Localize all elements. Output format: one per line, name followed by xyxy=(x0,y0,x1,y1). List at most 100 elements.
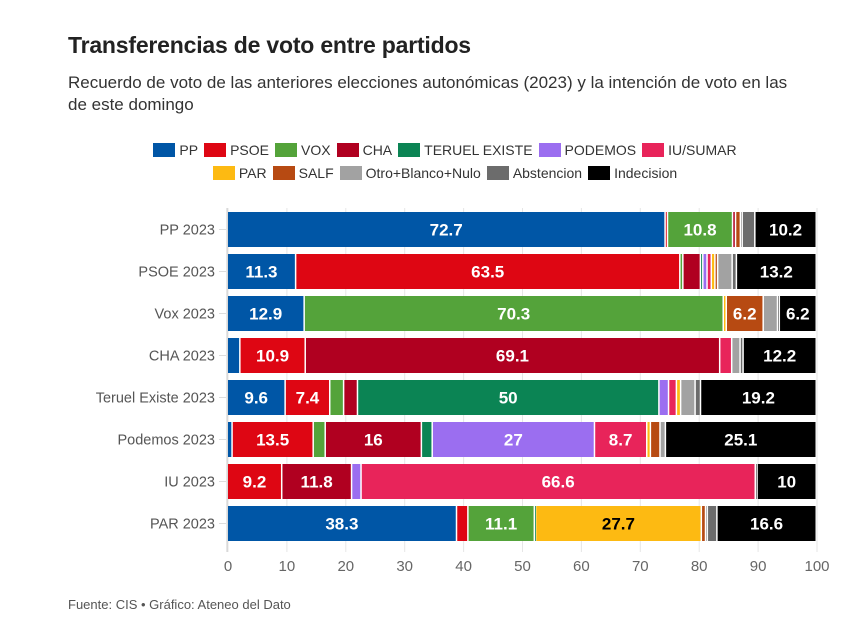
data-label: 70.3 xyxy=(497,305,530,324)
data-label: 8.7 xyxy=(609,431,633,450)
legend-item-psoe: PSOE xyxy=(204,139,269,162)
bar-segment-podemos xyxy=(659,380,668,415)
data-label: 27 xyxy=(504,431,523,450)
data-label: 9.6 xyxy=(244,389,268,408)
legend-label: Abstencion xyxy=(512,165,583,181)
bar-segment-par xyxy=(712,254,715,289)
legend-swatch xyxy=(538,143,561,157)
bar-segment-iu-sumar xyxy=(595,422,647,457)
bar-segment-teruel-existe xyxy=(701,254,703,289)
bar-segment-otro-blanco-nulo xyxy=(681,380,695,415)
bar-segment-podemos xyxy=(432,422,594,457)
x-tick-label: 80 xyxy=(691,558,708,575)
legend-label: IU/SUMAR xyxy=(668,142,737,158)
chart-subtitle: Recuerdo de voto de las anteriores elecc… xyxy=(68,73,788,114)
bar-segment-abstencion xyxy=(732,254,736,289)
bar-segment-salf xyxy=(736,212,740,247)
data-label: 63.5 xyxy=(471,263,504,282)
bar-segment-iu-sumar xyxy=(707,254,711,289)
bar-segment-par xyxy=(647,422,650,457)
bar-segment-pp xyxy=(228,254,295,289)
x-tick-label: 20 xyxy=(337,558,354,575)
bar-segment-abstencion xyxy=(695,380,700,415)
bar-segment-otro-blanco-nulo xyxy=(718,254,732,289)
x-tick-label: 40 xyxy=(455,558,472,575)
legend-swatch xyxy=(642,143,665,157)
legend-label: PSOE xyxy=(230,142,269,158)
bar-segment-teruel-existe xyxy=(422,422,432,457)
x-tick-label: 60 xyxy=(573,558,590,575)
bar-segment-cha xyxy=(325,422,421,457)
legend-swatch xyxy=(272,166,295,180)
bar-segment-podemos xyxy=(703,254,707,289)
bar-segment-psoe xyxy=(285,380,329,415)
legend-swatch xyxy=(204,143,227,157)
y-category-label: PAR 2023 xyxy=(150,517,215,533)
legend-label: CHA xyxy=(362,142,393,158)
bar-segment-salf xyxy=(715,254,717,289)
bar-segment-indecision xyxy=(701,380,816,415)
bar-segment-abstencion xyxy=(756,464,757,499)
bar-segment-par xyxy=(536,506,701,541)
y-category-label: CHA 2023 xyxy=(149,349,215,365)
bar-segment-indecision xyxy=(666,422,816,457)
bar-segment-indecision xyxy=(717,506,816,541)
x-tick-label: 10 xyxy=(279,558,296,575)
legend-item-cha: CHA xyxy=(336,139,393,162)
legend-swatch xyxy=(588,166,611,180)
bar-segment-teruel-existe xyxy=(358,380,659,415)
bar-segment-abstencion xyxy=(742,212,755,247)
data-label: 9.2 xyxy=(243,473,267,492)
legend-item-pp: PP xyxy=(153,139,198,162)
data-label: 6.2 xyxy=(786,305,810,324)
legend-swatch xyxy=(398,143,421,157)
legend-item-podemos: PODEMOS xyxy=(538,139,636,162)
legend-swatch xyxy=(275,143,297,157)
data-label: 50 xyxy=(499,389,518,408)
x-tick-label: 90 xyxy=(750,558,767,575)
legend-swatch xyxy=(339,166,362,180)
y-axis: PP 2023 PSOE 2023 Vox 2023 CHA 2023 Teruel E… xyxy=(96,208,228,552)
y-category-label: Vox 2023 xyxy=(155,307,215,323)
bar-segment-pp xyxy=(228,422,232,457)
data-label: 16 xyxy=(364,431,383,450)
bar-segment-cha xyxy=(683,254,700,289)
x-tick-label: 50 xyxy=(514,558,531,575)
bar-segment-teruel-existe xyxy=(535,506,536,541)
legend-item-abstencion: Abstencion xyxy=(486,162,583,185)
data-label: 11.3 xyxy=(245,263,277,282)
bar-segment-vox xyxy=(668,212,732,247)
data-label: 7.4 xyxy=(296,389,320,408)
bar-segment-iu-sumar xyxy=(361,464,755,499)
legend-label: Indecision xyxy=(614,165,678,181)
data-label: 10.8 xyxy=(683,221,716,240)
data-label: 69.1 xyxy=(496,347,529,366)
data-label: 38.3 xyxy=(325,515,358,534)
bar-segment-vox xyxy=(680,254,683,289)
bar-segment-indecision xyxy=(757,464,816,499)
bar-segment-indecision xyxy=(737,254,816,289)
data-label: 12.2 xyxy=(763,347,796,366)
bar-segment-psoe xyxy=(665,212,667,247)
y-category-label: IU 2023 xyxy=(164,475,215,491)
data-label: 16.6 xyxy=(750,515,783,534)
data-label: 6.2 xyxy=(733,305,757,324)
bar-segment-salf xyxy=(702,506,705,541)
data-labels: 72.7 10.8 10.2 11.3 63.5 13.2 12.9 70.3 6.2 6.2 10… xyxy=(243,221,810,534)
bar-segment-vox xyxy=(304,296,723,331)
bar-segment-salf xyxy=(726,296,763,331)
bar-segment-otro-blanco-nulo xyxy=(732,338,740,373)
data-label: 66.6 xyxy=(542,473,575,492)
legend-label: TERUEL EXISTE xyxy=(424,142,533,158)
data-label: 10.2 xyxy=(769,221,802,240)
data-label: 72.7 xyxy=(430,221,463,240)
bar-segment-psoe xyxy=(296,254,680,289)
data-label: 13.5 xyxy=(256,431,289,450)
legend-label: SALF xyxy=(298,165,334,181)
data-label: 25.1 xyxy=(724,431,757,450)
bar-segment-indecision xyxy=(755,212,816,247)
bar-segment-psoe xyxy=(457,506,468,541)
bar-segment-cha xyxy=(282,464,351,499)
legend-label: Otro+Blanco+Nulo xyxy=(365,165,481,181)
bar-segment-podemos xyxy=(352,464,361,499)
